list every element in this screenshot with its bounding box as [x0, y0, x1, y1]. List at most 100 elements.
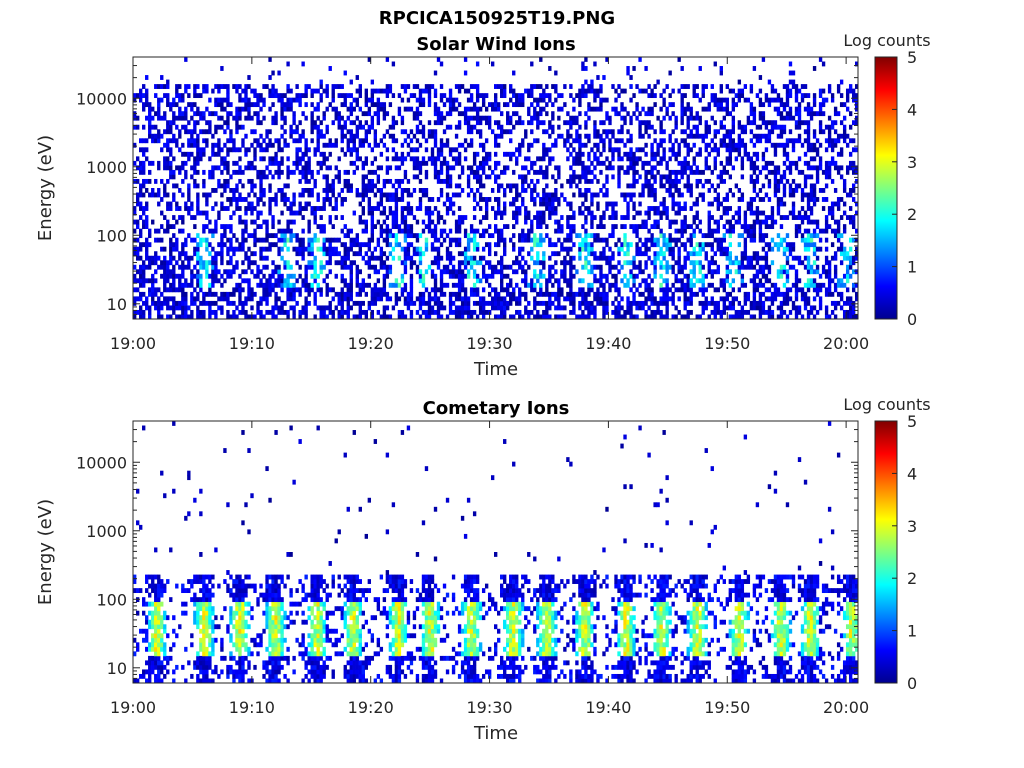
- heatmap-cell: [626, 169, 630, 175]
- heatmap-cell: [530, 120, 534, 126]
- heatmap-cell: [593, 273, 597, 279]
- heatmap-cell: [659, 183, 663, 189]
- heatmap-cell: [704, 147, 708, 153]
- heatmap-cell: [710, 242, 714, 248]
- heatmap-cell: [196, 201, 200, 207]
- heatmap-cell: [478, 260, 483, 266]
- heatmap-cell: [737, 142, 742, 148]
- heatmap-cell: [328, 102, 332, 108]
- heatmap-cell: [497, 305, 501, 311]
- heatmap-cell: [566, 129, 570, 135]
- heatmap-cell: [388, 233, 393, 239]
- heatmap-cell: [346, 147, 350, 153]
- heatmap-cell: [551, 210, 555, 216]
- heatmap-cell: [635, 224, 639, 230]
- heatmap-cell: [376, 188, 381, 193]
- heatmap-cell: [484, 151, 489, 157]
- heatmap-cell: [503, 188, 507, 193]
- heatmap-cell: [247, 287, 251, 293]
- heatmap-cell: [545, 300, 549, 306]
- heatmap-cell: [578, 287, 582, 293]
- heatmap-cell: [298, 246, 302, 252]
- heatmap-cell: [466, 233, 471, 239]
- heatmap-cell: [346, 129, 350, 135]
- heatmap-cell: [548, 305, 552, 311]
- heatmap-cell: [548, 264, 552, 270]
- heatmap-cell: [698, 147, 702, 153]
- heatmap-cell: [530, 165, 534, 171]
- heatmap-cell: [385, 147, 390, 153]
- heatmap-cell: [653, 269, 657, 275]
- heatmap-cell: [707, 219, 711, 225]
- heatmap-cell: [632, 255, 636, 261]
- heatmap-cell: [584, 228, 588, 234]
- heatmap-cell: [710, 255, 714, 261]
- heatmap-cell: [638, 251, 642, 257]
- heatmap-cell: [304, 287, 308, 293]
- heatmap-cell: [731, 88, 736, 94]
- heatmap-cell: [743, 124, 748, 130]
- heatmap-cell: [172, 215, 176, 220]
- heatmap-cell: [433, 291, 438, 297]
- heatmap-cell: [602, 210, 606, 216]
- heatmap-cell: [223, 269, 227, 275]
- heatmap-cell: [289, 129, 293, 135]
- heatmap-cell: [205, 269, 209, 275]
- heatmap-cell: [409, 278, 414, 284]
- heatmap-cell: [548, 255, 552, 261]
- heatmap-cell: [367, 97, 372, 103]
- heatmap-cell: [400, 246, 405, 252]
- heatmap-cell: [223, 97, 227, 103]
- heatmap-cell: [169, 305, 173, 311]
- heatmap-cell: [268, 106, 272, 112]
- heatmap-cell: [602, 282, 606, 288]
- heatmap-cell: [500, 133, 504, 139]
- heatmap-cell: [515, 160, 519, 166]
- heatmap-cell: [355, 251, 359, 257]
- heatmap-cell: [509, 115, 513, 121]
- heatmap-cell: [650, 224, 654, 230]
- heatmap-cell: [391, 255, 396, 261]
- heatmap-cell: [241, 138, 245, 144]
- heatmap-cell: [175, 183, 179, 189]
- heatmap-cell: [445, 124, 450, 130]
- heatmap-cell: [199, 260, 203, 266]
- heatmap-cell: [133, 124, 137, 130]
- heatmap-cell: [220, 106, 224, 112]
- heatmap-cell: [500, 260, 504, 266]
- heatmap-cell: [584, 174, 588, 180]
- heatmap-cell: [409, 287, 414, 293]
- heatmap-cell: [566, 296, 570, 302]
- heatmap-cell: [704, 120, 708, 126]
- heatmap-cell: [169, 237, 173, 243]
- heatmap-cell: [436, 309, 441, 315]
- heatmap-cell: [382, 178, 387, 184]
- heatmap-cell: [331, 206, 335, 211]
- heatmap-cell: [707, 124, 711, 130]
- heatmap-cell: [548, 156, 552, 162]
- heatmap-cell: [509, 188, 513, 193]
- heatmap-cell: [563, 102, 567, 108]
- heatmap-cell: [506, 273, 510, 279]
- heatmap-cell: [490, 287, 495, 293]
- heatmap-cell: [244, 88, 248, 94]
- heatmap-cell: [238, 287, 242, 293]
- heatmap-cell: [415, 156, 420, 162]
- heatmap-cell: [436, 111, 441, 117]
- heatmap-cell: [665, 264, 669, 270]
- heatmap-cell: [241, 169, 245, 175]
- heatmap-cell: [623, 242, 627, 248]
- heatmap-cell: [193, 124, 197, 130]
- heatmap-cell: [448, 93, 453, 99]
- heatmap-cell: [145, 206, 149, 211]
- heatmap-cell: [626, 151, 630, 157]
- heatmap-cell: [346, 106, 350, 112]
- heatmap-cell: [322, 142, 326, 148]
- heatmap-cell: [701, 93, 705, 99]
- heatmap-cell: [581, 84, 585, 89]
- heatmap-cell: [277, 309, 281, 315]
- heatmap-cell: [280, 282, 284, 288]
- heatmap-cell: [379, 287, 384, 293]
- heatmap-cell: [494, 151, 498, 157]
- heatmap-cell: [641, 269, 645, 275]
